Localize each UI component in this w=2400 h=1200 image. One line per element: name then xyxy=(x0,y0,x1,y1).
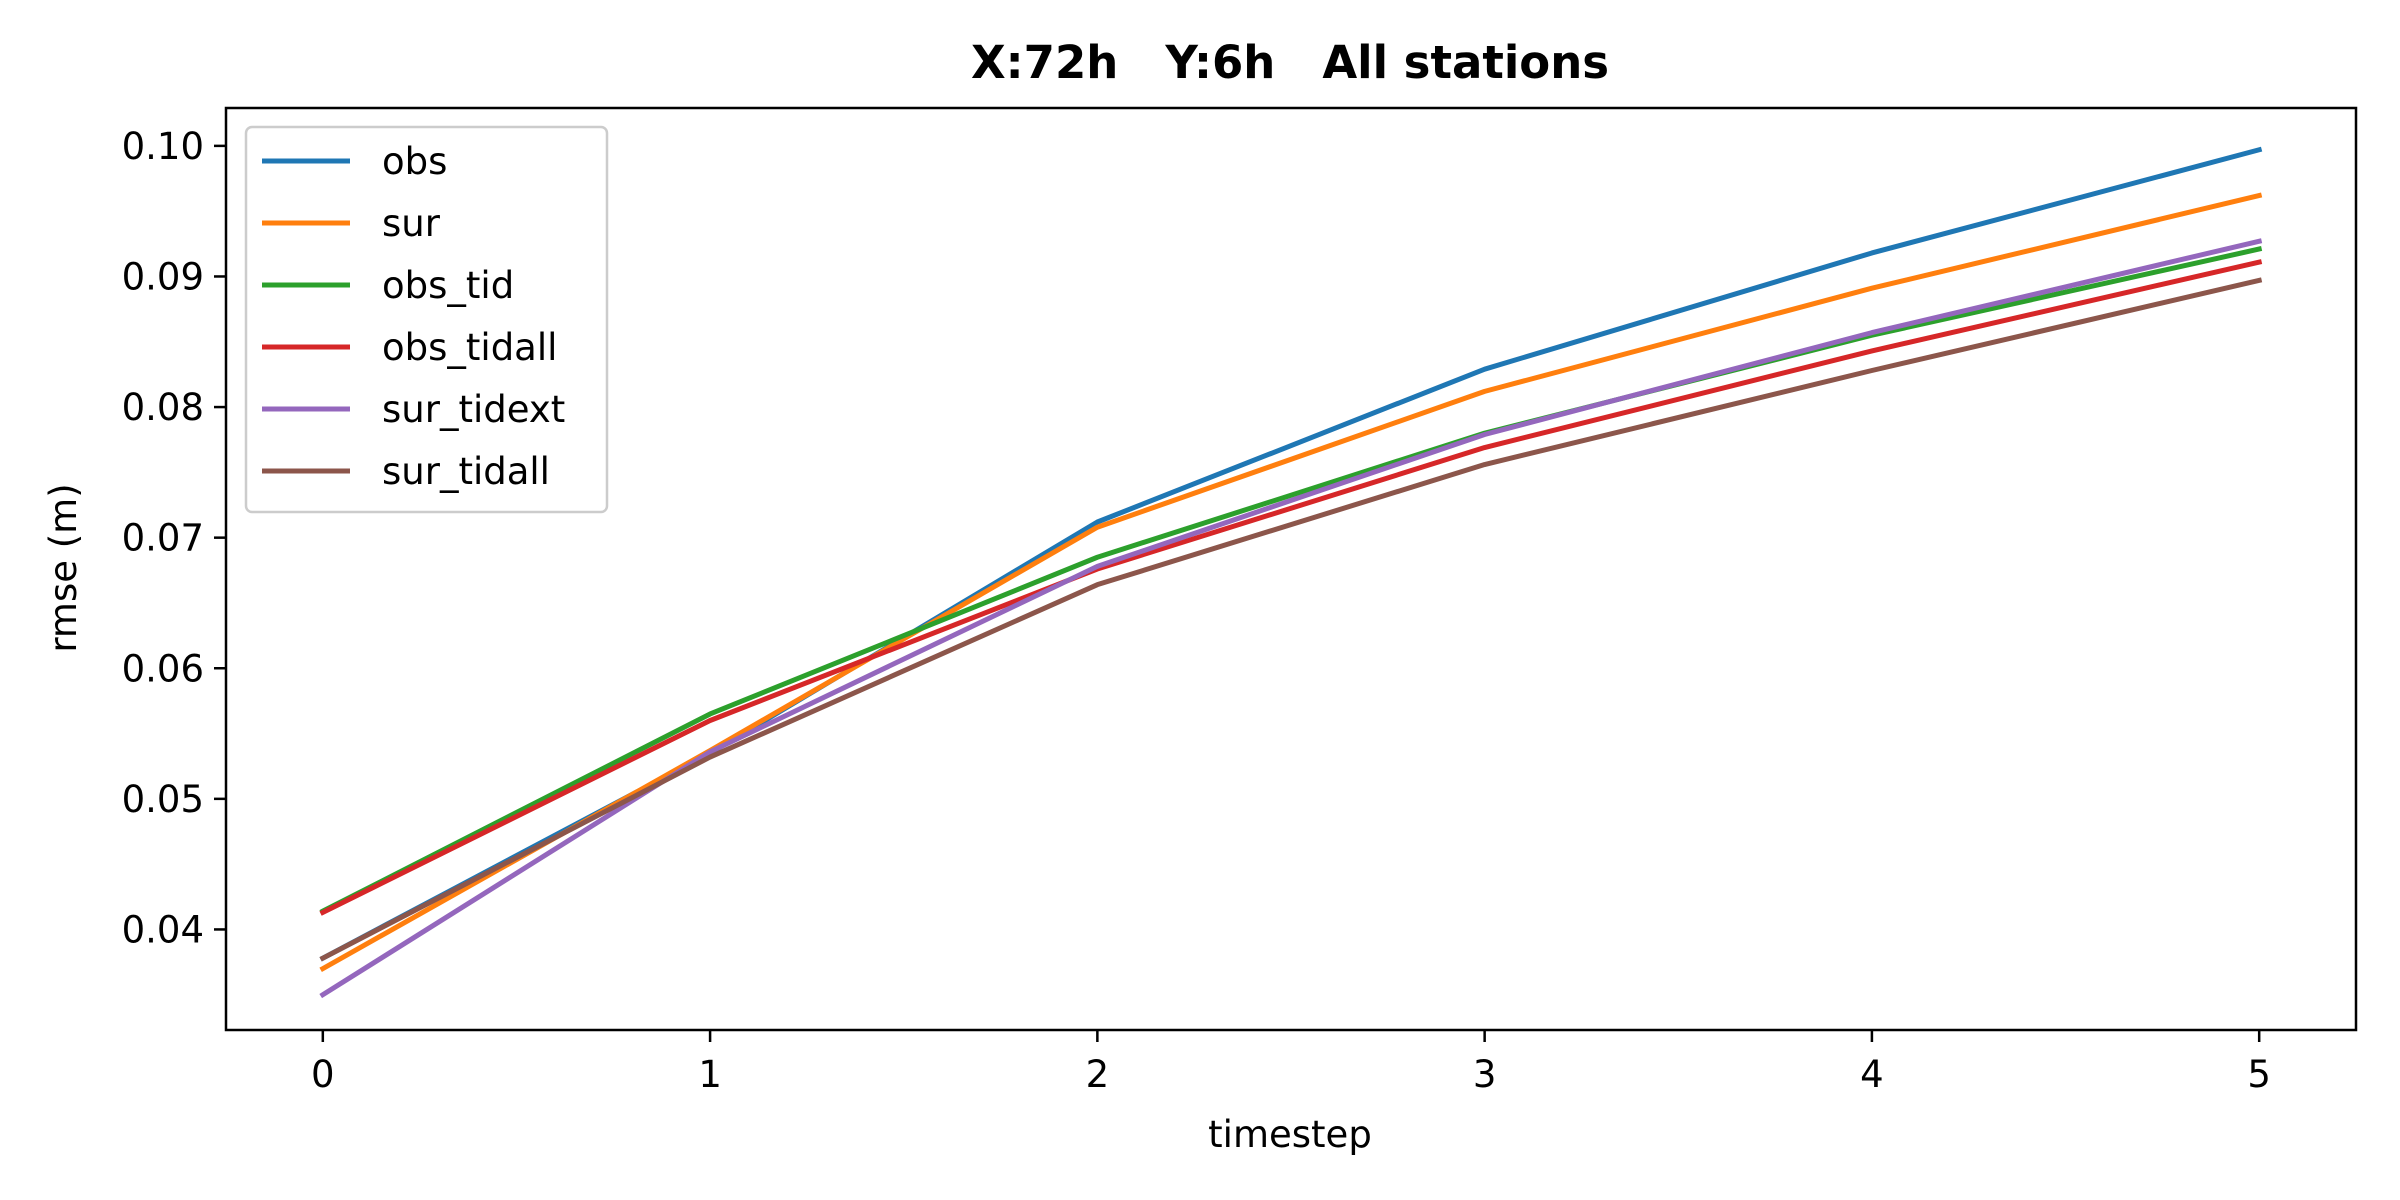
legend-item: sur xyxy=(262,202,441,245)
series-line-sur xyxy=(319,192,2263,973)
x-tick-label: 1 xyxy=(698,1053,722,1096)
legend-label: obs_tid xyxy=(382,264,514,307)
y-tick-label: 0.05 xyxy=(122,778,204,821)
y-tick-label: 0.08 xyxy=(122,386,204,429)
y-tick-label: 0.06 xyxy=(122,647,204,690)
series-line-sur_tidext xyxy=(319,238,2263,999)
y-tick-label: 0.09 xyxy=(122,255,204,298)
x-tick-label: 2 xyxy=(1086,1053,1110,1096)
series-line-obs xyxy=(319,146,2263,962)
series-line-obs_tidall xyxy=(319,259,2263,916)
x-tick-label: 5 xyxy=(2247,1053,2271,1096)
y-tick-label: 0.10 xyxy=(122,125,204,168)
series-line-obs_tid xyxy=(319,246,2263,915)
y-tick-label: 0.07 xyxy=(122,517,204,560)
legend-item: obs xyxy=(262,140,447,183)
x-tick-label: 4 xyxy=(1860,1053,1884,1096)
x-tick-label: 0 xyxy=(311,1053,335,1096)
legend-label: sur xyxy=(382,202,441,245)
legend-label: sur_tidall xyxy=(382,450,550,493)
x-axis-label: timestep xyxy=(1208,1113,1372,1156)
y-tick-label: 0.04 xyxy=(122,908,204,951)
axes-frame xyxy=(224,106,2358,1032)
chart-title: X:72h Y:6h All stations xyxy=(971,36,1609,89)
legend-label: obs xyxy=(382,140,447,183)
legend: obs sur obs_tid obs_tidall sur_tidext sur_tid… xyxy=(244,125,609,514)
legend-label: obs_tidall xyxy=(382,326,557,369)
legend-item: obs_tid xyxy=(262,264,514,307)
y-axis-label: rmse (m) xyxy=(42,483,85,652)
plot-area: 0 1 2 3 4 5 0.04 0.05 0.06 0.07 0.08 0.09 0.10 xyxy=(122,106,2358,1096)
legend-label: sur_tidext xyxy=(382,388,565,431)
series-line-sur_tidall xyxy=(319,277,2263,962)
x-tick-label: 3 xyxy=(1473,1053,1497,1096)
legend-item: sur_tidext xyxy=(262,388,565,431)
legend-item: obs_tidall xyxy=(262,326,557,369)
legend-item: sur_tidall xyxy=(262,450,550,493)
